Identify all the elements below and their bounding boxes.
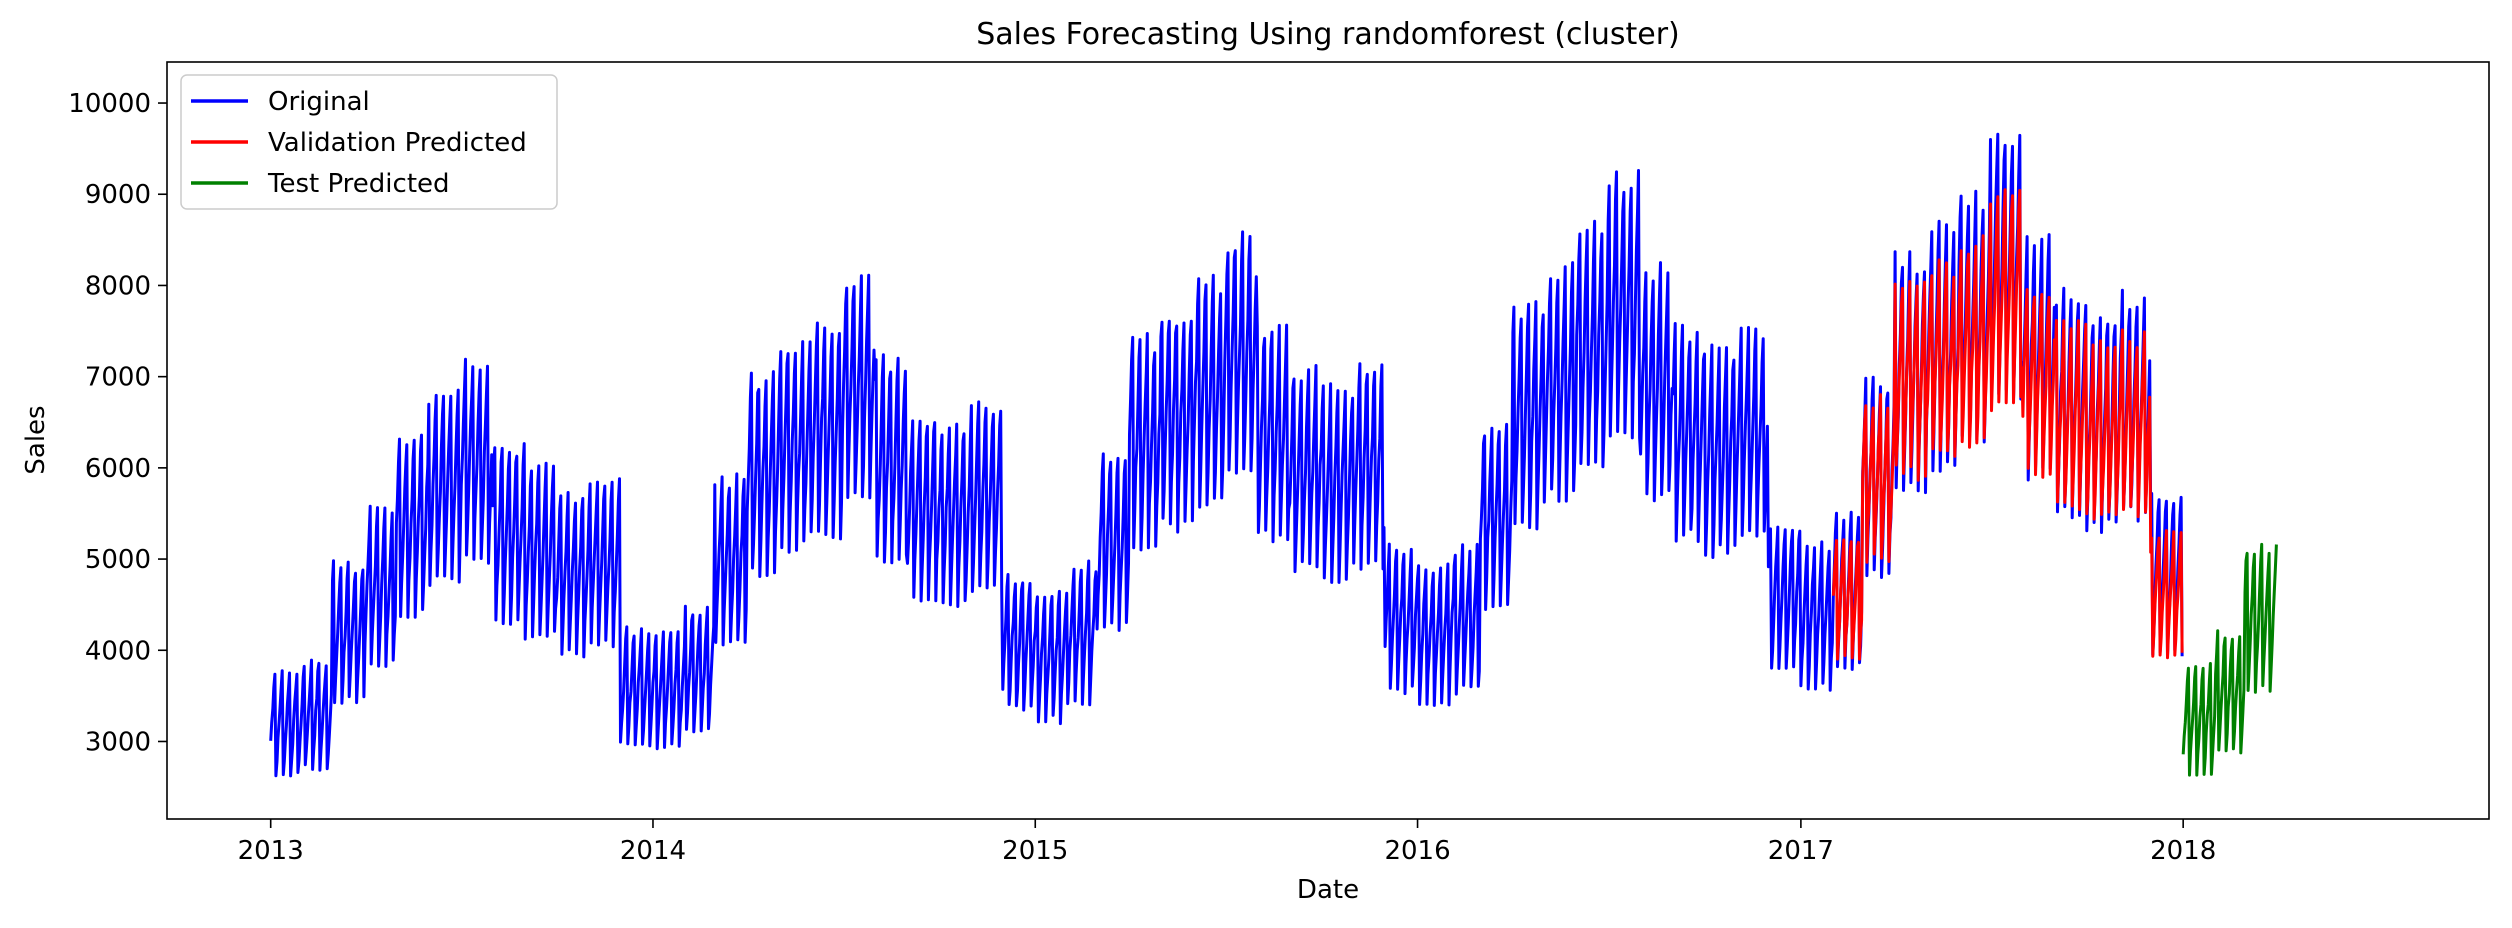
y-tick-label: 4000: [85, 636, 151, 666]
x-tick-label: 2016: [1384, 836, 1450, 866]
x-tick-label: 2014: [620, 836, 686, 866]
x-tick-label: 2017: [1768, 836, 1834, 866]
series-layer: [269, 132, 2278, 778]
legend-frame: [180, 74, 558, 210]
x-axis: 2013 2014 2015 2016 2017 2018: [238, 819, 2216, 866]
legend-label: Test Predicted: [267, 169, 450, 199]
chart-title: Sales Forecasting Using randomforest (cl…: [976, 17, 1680, 52]
plot-area: [166, 61, 2490, 820]
plot-frame: [166, 61, 2490, 820]
y-tick-label: 10000: [68, 89, 151, 119]
x-tick-label: 2015: [1002, 836, 1068, 866]
legend: Original Validation Predicted Test Predict…: [180, 74, 558, 210]
legend-label: Validation Predicted: [268, 128, 527, 158]
x-tick-label: 2013: [238, 836, 304, 866]
series-line-2: [2181, 542, 2278, 777]
legend-label: Original: [268, 87, 370, 117]
y-tick-label: 9000: [85, 180, 151, 210]
y-tick-label: 8000: [85, 271, 151, 301]
y-tick-label: 5000: [85, 545, 151, 575]
y-tick-label: 6000: [85, 454, 151, 484]
x-tick-label: 2018: [2150, 836, 2216, 866]
series-line-1: [1831, 188, 2184, 661]
x-axis-label: Date: [1297, 875, 1359, 905]
y-axis-label: Sales: [21, 405, 51, 474]
y-tick-label: 7000: [85, 363, 151, 393]
legend-entries: Original Validation Predicted Test Predict…: [191, 87, 527, 199]
y-axis: 3000 4000 5000 6000 7000 8000 9000 10000: [68, 89, 167, 757]
y-tick-label: 3000: [85, 727, 151, 757]
